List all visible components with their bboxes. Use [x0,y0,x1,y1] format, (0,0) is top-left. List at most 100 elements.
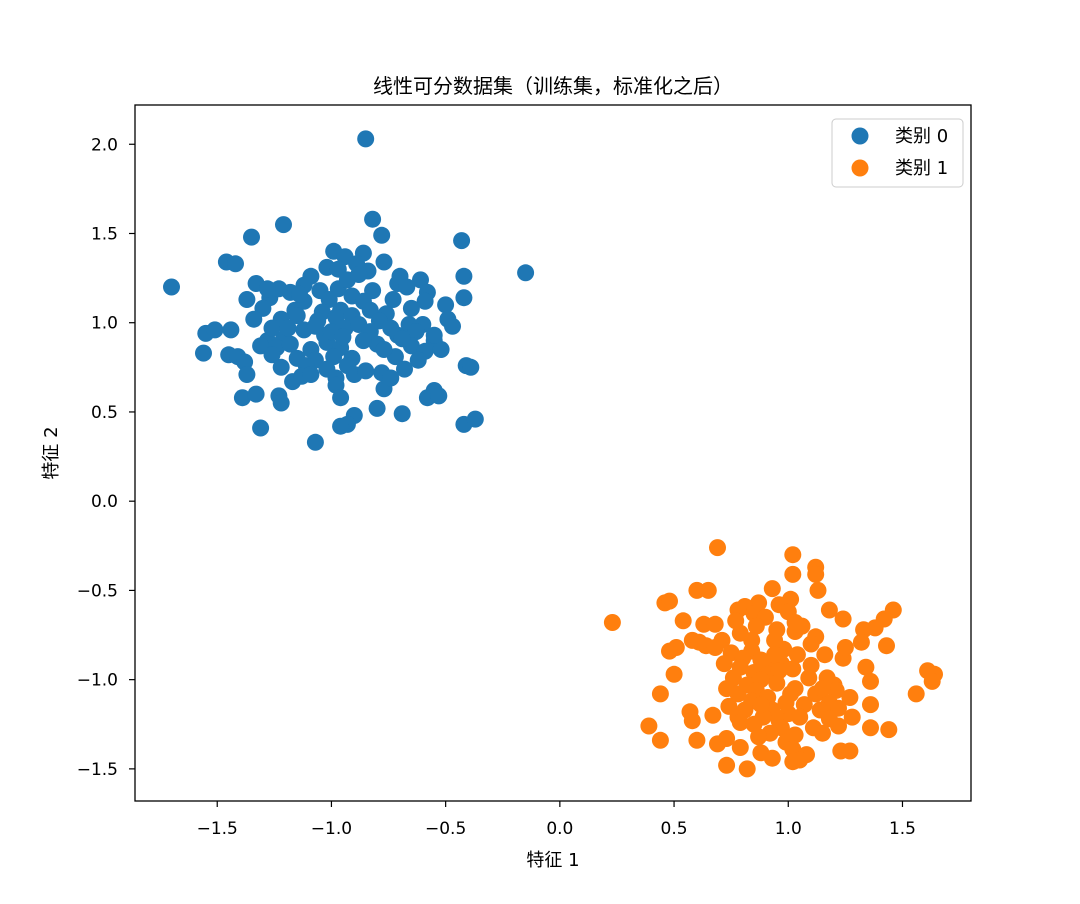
data-point [843,708,861,726]
chart-title: 线性可分数据集（训练集，标准化之后） [373,74,733,98]
data-point [163,278,180,296]
data-point [857,658,875,676]
data-point [398,278,416,296]
data-point [206,321,224,339]
data-point [802,635,820,653]
y-tick-label: 0.0 [91,492,118,512]
data-point [880,721,898,739]
data-point [252,419,270,437]
data-point [731,714,749,731]
data-point [279,319,297,337]
data-point [603,614,621,631]
data-point [768,674,786,692]
data-point [683,712,701,730]
data-point [407,323,425,341]
data-point [784,660,802,678]
data-point [738,760,756,778]
data-point [709,735,726,753]
data-point [368,399,386,417]
data-point [907,685,925,703]
y-tick-label: −1.5 [77,760,118,780]
data-point [263,346,281,364]
data-point [878,637,895,655]
data-point [357,130,375,148]
data-point [375,341,393,358]
data-point [855,621,873,639]
data-point [375,253,393,271]
data-point [332,389,350,407]
data-point [455,267,473,285]
data-point [788,646,806,664]
data-point [275,216,292,234]
data-point [820,601,838,619]
data-point [786,614,804,631]
data-point [432,341,450,358]
data-point [462,358,480,376]
y-tick-label: −0.5 [77,581,118,601]
y-tick-label: −1.0 [77,671,118,691]
data-point [373,226,391,244]
data-point [416,292,434,310]
y-tick-label: 0.5 [91,403,118,423]
data-point [834,610,852,628]
data-point [306,433,324,451]
x-tick-label: 1.0 [775,819,802,839]
data-point [784,546,802,564]
data-point [437,296,455,314]
data-point [350,266,368,283]
data-point [320,291,338,308]
data-point [750,728,768,746]
data-point [382,369,400,387]
data-point [800,669,818,687]
legend-marker-class-1 [851,159,869,177]
data-point [809,581,827,599]
data-point [396,360,413,378]
data-point [238,366,256,383]
data-point [430,387,448,405]
y-tick-label: 2.0 [91,135,118,155]
y-tick-label: 1.0 [91,314,118,334]
data-point [699,581,717,599]
data-point [841,742,859,760]
data-point [412,271,429,289]
data-point [238,291,256,308]
data-point [862,696,879,714]
data-point [862,719,879,737]
y-tick-label: 1.5 [91,224,118,244]
data-point [827,681,845,699]
data-point [784,565,802,583]
data-point [354,332,372,350]
data-point [222,321,240,339]
data-point [688,731,706,749]
data-point [814,680,831,698]
y-axis-label: 特征 2 [41,426,62,479]
data-point [364,210,382,228]
data-point [325,348,343,366]
data-point [288,307,306,325]
data-point [665,665,683,683]
data-point [852,633,870,651]
x-tick-label: 1.5 [889,819,916,839]
data-point [243,228,260,246]
data-point [715,655,733,673]
data-point [252,337,270,355]
data-point [862,672,879,690]
data-point [718,756,736,774]
data-point [674,612,692,630]
data-point [836,639,854,656]
data-point [731,739,749,756]
data-point [402,299,420,317]
data-point [640,717,658,735]
data-point [763,749,781,767]
data-point [807,565,825,583]
data-point [814,724,831,742]
data-point [357,362,375,380]
y-axis: −1.5 −1.0 −0.5 0.0 0.5 1.0 1.5 2.0 [77,135,135,780]
data-point [263,319,281,337]
data-point [791,708,809,726]
data-point [409,351,427,369]
data-point [425,326,443,344]
data-point [661,592,678,610]
data-point [233,389,251,407]
